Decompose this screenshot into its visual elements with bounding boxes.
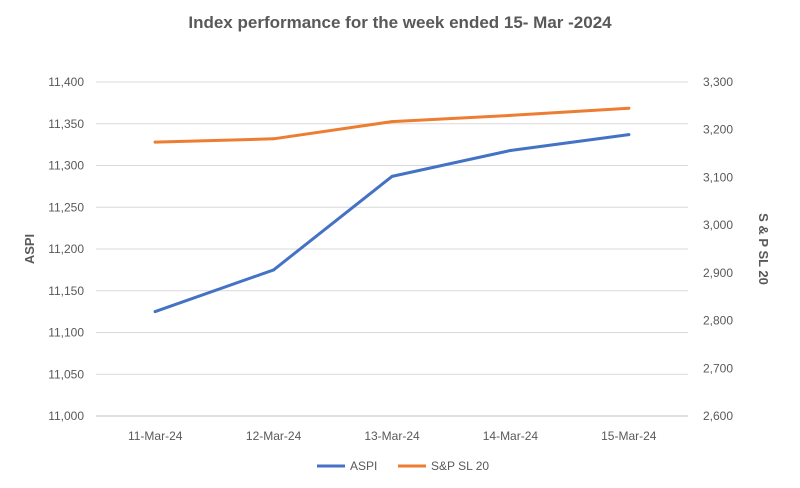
left-axis-tick-label: 11,300 <box>48 159 84 173</box>
right-axis-tick-label: 3,000 <box>703 218 733 232</box>
legend-item: S&P SL 20 <box>398 459 489 473</box>
series-line-aspi <box>153 133 631 314</box>
legend: ASPI S&P SL 20 <box>317 459 489 473</box>
right-axis-title: S & P SL 20 <box>756 213 771 285</box>
data-point <box>627 106 631 110</box>
data-point <box>390 174 394 178</box>
data-point <box>390 120 394 124</box>
left-axis-title: ASPI <box>22 234 37 264</box>
x-axis-tick-label: 15-Mar-24 <box>601 429 657 443</box>
data-point <box>153 140 157 144</box>
x-axis-tick-label: 13-Mar-24 <box>364 429 420 443</box>
x-axis-tick-label: 12-Mar-24 <box>246 429 302 443</box>
left-axis-tick-label: 11,400 <box>48 75 84 89</box>
gridlines <box>96 81 688 417</box>
left-axis-tick-label: 11,200 <box>48 242 84 256</box>
legend-item: ASPI <box>317 459 377 473</box>
left-axis-tick-label: 11,050 <box>48 367 84 381</box>
data-point <box>508 113 512 117</box>
x-axis-ticks: 11-Mar-24 12-Mar-24 13-Mar-24 14-Mar-24 15-M… <box>128 429 657 443</box>
left-axis-tick-label: 11,350 <box>48 117 84 131</box>
x-axis-tick-label: 11-Mar-24 <box>128 429 183 443</box>
right-axis-tick-label: 2,800 <box>703 314 733 328</box>
x-axis-tick-label: 14-Mar-24 <box>483 429 539 443</box>
data-point <box>272 137 276 141</box>
left-axis-tick-label: 11,150 <box>48 284 84 298</box>
right-axis-tick-label: 3,100 <box>703 170 733 184</box>
right-axis-tick-label: 3,200 <box>703 123 733 137</box>
chart-title: Index performance for the week ended 15-… <box>188 13 612 32</box>
left-axis-ticks: 11,000 11,050 11,100 11,150 11,200 11,250 11,3… <box>48 75 84 423</box>
data-point <box>153 310 157 314</box>
data-point <box>272 268 276 272</box>
data-point <box>508 148 512 152</box>
left-axis-tick-label: 11,250 <box>48 200 84 214</box>
legend-label: ASPI <box>350 459 377 473</box>
right-axis-tick-label: 2,600 <box>703 409 733 423</box>
left-axis-tick-label: 11,000 <box>48 409 84 423</box>
right-axis-tick-label: 2,900 <box>703 266 733 280</box>
series-line-sp-sl20 <box>153 106 631 144</box>
legend-label: S&P SL 20 <box>431 459 489 473</box>
left-axis-tick-label: 11,100 <box>48 326 84 340</box>
data-point <box>627 133 631 137</box>
right-axis-ticks: 2,600 2,700 2,800 2,900 3,000 3,100 3,200 3,300 <box>703 75 733 423</box>
right-axis-tick-label: 3,300 <box>703 75 733 89</box>
right-axis-tick-label: 2,700 <box>703 361 733 375</box>
series-lines <box>153 106 631 314</box>
